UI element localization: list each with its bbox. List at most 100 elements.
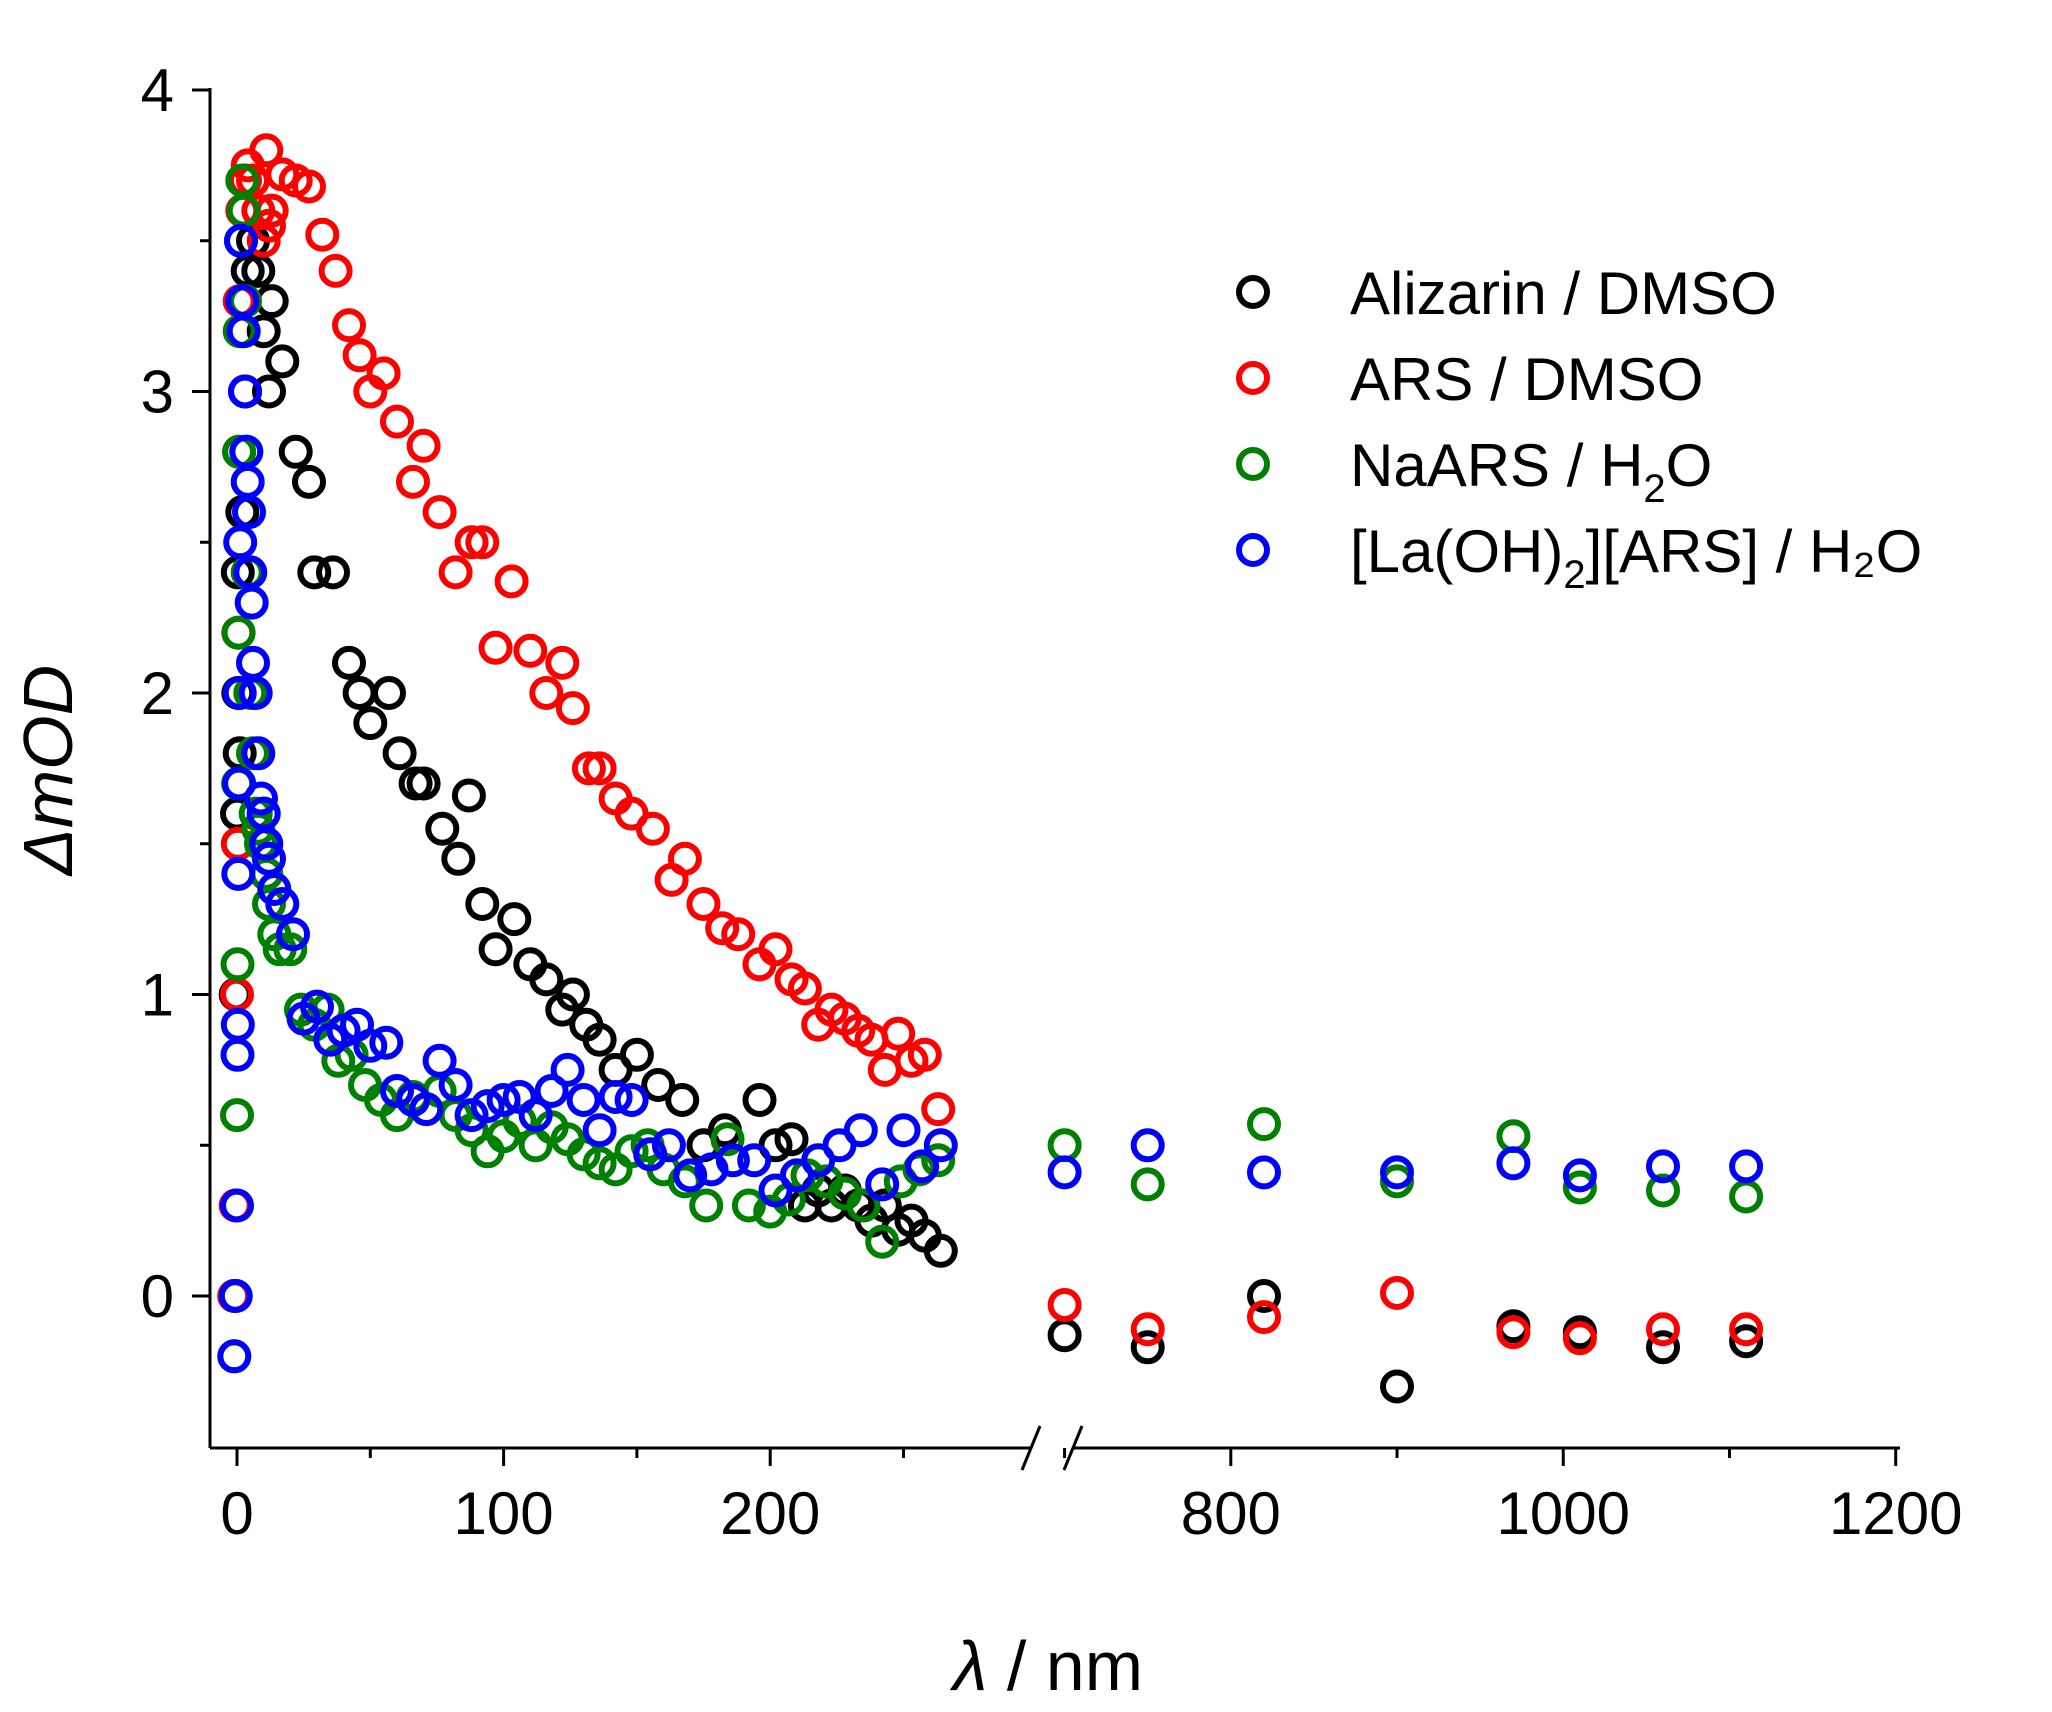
- data-point: [545, 645, 580, 680]
- data-point: [316, 555, 350, 590]
- data-point: [534, 1074, 569, 1108]
- legend: Alizarin / DMSO ARS / DMSO NaARS / H2O[La(…: [1236, 260, 1922, 597]
- data-point: [252, 208, 286, 243]
- data-point: [249, 826, 284, 861]
- data-point: [1729, 1149, 1764, 1184]
- data-point: [470, 1089, 505, 1124]
- data-point: [342, 676, 377, 710]
- data-point: [422, 495, 457, 530]
- legend-label: NaARS / H2O: [1350, 432, 1712, 511]
- data-point: [265, 344, 300, 379]
- data-point: [673, 1158, 708, 1193]
- data-point: [923, 1128, 958, 1163]
- data-point: [438, 555, 473, 590]
- data-point: [332, 645, 366, 680]
- data-point: [550, 1052, 585, 1087]
- data-point: [1247, 1279, 1281, 1313]
- data-point: [865, 1167, 900, 1202]
- y-tick-label: 1: [141, 962, 174, 1029]
- data-point: [236, 645, 270, 680]
- data-point: [297, 555, 332, 590]
- x-tick-label: 1000: [1497, 1480, 1630, 1547]
- data-point: [305, 217, 340, 252]
- data-point: [1380, 1369, 1414, 1404]
- data-point: [667, 1164, 702, 1199]
- data-point: [921, 1143, 956, 1178]
- data-point: [252, 374, 286, 409]
- x-axis-unit: / nm: [987, 1627, 1143, 1705]
- data-point: [276, 917, 310, 952]
- data-point: [843, 1113, 878, 1148]
- data-point: [1496, 1119, 1531, 1154]
- data-point: [1496, 1315, 1531, 1350]
- data-point: [518, 1098, 553, 1133]
- data-point: [409, 1092, 444, 1127]
- data-point: [555, 977, 590, 1012]
- legend-marker: [1236, 361, 1270, 395]
- data-point: [425, 811, 460, 846]
- x-tick-label: 800: [1181, 1480, 1281, 1547]
- data-point: [614, 1134, 649, 1169]
- data-point: [1562, 1321, 1597, 1356]
- data-point: [478, 932, 513, 967]
- data-point: [234, 585, 269, 620]
- data-point: [1646, 1149, 1680, 1184]
- data-point: [1247, 1155, 1281, 1190]
- data-point: [218, 1279, 253, 1313]
- data-point: [518, 1128, 553, 1163]
- data-point: [332, 308, 366, 343]
- data-points: [217, 133, 1764, 1404]
- x-tick-label: 200: [720, 1480, 820, 1547]
- data-point: [372, 676, 406, 710]
- y-tick-label: 2: [141, 660, 174, 727]
- data-point: [1496, 1146, 1531, 1181]
- x-axis-title: λ / nm: [949, 1627, 1143, 1705]
- x-axis-symbol: λ: [949, 1627, 987, 1705]
- data-point: [1047, 1318, 1082, 1353]
- data-point: [422, 1043, 457, 1078]
- data-point: [486, 1083, 521, 1117]
- data-point: [441, 841, 476, 876]
- legend-marker: [1236, 533, 1270, 567]
- data-point: [1247, 1300, 1281, 1335]
- data-point: [582, 1113, 617, 1148]
- data-point: [1729, 1312, 1764, 1347]
- legend-label: ARS / DMSO: [1350, 346, 1703, 413]
- data-point: [1130, 1128, 1165, 1163]
- data-point: [278, 434, 313, 469]
- data-point: [265, 887, 300, 921]
- data-point: [238, 676, 273, 710]
- data-point: [249, 133, 284, 168]
- data-point: [220, 1037, 255, 1072]
- data-point: [886, 1113, 921, 1148]
- data-point: [665, 1083, 700, 1117]
- data-point: [921, 1092, 956, 1127]
- legend-label: Alizarin / DMSO: [1350, 260, 1777, 327]
- data-point: [715, 1143, 750, 1178]
- data-point: [1047, 1288, 1082, 1322]
- data-point: [571, 751, 606, 786]
- y-tick-label: 0: [141, 1263, 174, 1330]
- data-point: [241, 736, 276, 771]
- data-point: [454, 1113, 489, 1148]
- data-point: [651, 1128, 686, 1163]
- data-point: [252, 887, 286, 921]
- data-point: [787, 971, 822, 1006]
- data-point: [300, 989, 334, 1024]
- data-point: [273, 932, 308, 967]
- data-point: [1380, 1155, 1414, 1190]
- data-point: [318, 253, 353, 288]
- data-point: [221, 856, 256, 891]
- data-point: [1247, 1107, 1281, 1142]
- data-point: [396, 464, 430, 499]
- data-point: [226, 314, 261, 349]
- y-axis-title: ΔmOD: [9, 665, 87, 877]
- data-point: [731, 1188, 766, 1223]
- data-point: [244, 781, 278, 816]
- data-point: [465, 887, 500, 921]
- data-point: [380, 404, 414, 439]
- data-point: [513, 633, 548, 668]
- data-point: [907, 1037, 942, 1072]
- data-point: [353, 706, 388, 741]
- data-point: [465, 525, 500, 560]
